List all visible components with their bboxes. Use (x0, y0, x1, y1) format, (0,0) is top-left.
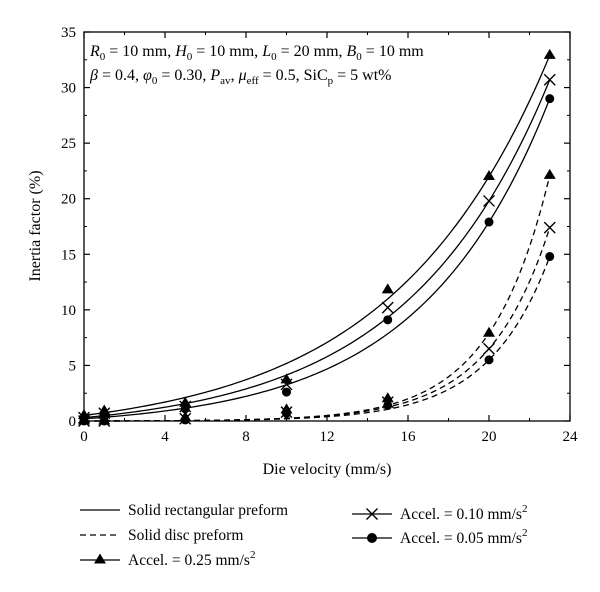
x-marker (280, 378, 293, 391)
x-marker (483, 342, 495, 355)
circle-marker (180, 404, 190, 414)
legend-label-x: Accel. = 0.10 mm/s2 (400, 503, 527, 523)
plot-frame (83, 31, 571, 422)
circle-marker (79, 416, 89, 426)
x-axis-title: Die velocity (mm/s) (263, 461, 392, 478)
triangle-marker (483, 326, 495, 337)
axis-tick-labels: 0 4 8 12 16 20 24 0 5 10 15 20 25 30 35 (61, 25, 578, 445)
series-curve-5 (83, 256, 551, 422)
triangle-marker (543, 48, 556, 59)
circle-marker (282, 387, 291, 397)
x-marker (543, 73, 556, 86)
circle-marker (545, 252, 555, 262)
triangle-marker (280, 373, 293, 384)
x-tick-label: 20 (482, 429, 497, 445)
annotation-line-1: R0 = 10 mm, H0 = 10 mm, L0 = 20 mm, B0 =… (89, 43, 424, 63)
circle-marker (383, 400, 393, 410)
circle-marker (282, 408, 291, 418)
legend-item-solid: Solid rectangular preform (80, 502, 288, 519)
series-markers (78, 48, 556, 427)
x-tick-label: 16 (401, 429, 417, 445)
x-marker (543, 221, 556, 234)
y-tick-label: 35 (61, 25, 76, 41)
circle-marker (545, 94, 555, 104)
y-axis-title: Inertia factor (%) (27, 170, 44, 281)
y-tick-label: 25 (61, 136, 76, 152)
legend-item-dashed: Solid disc preform (80, 527, 243, 544)
y-tick-label: 0 (69, 414, 77, 430)
legend-label-triangle: Accel. = 0.25 mm/s2 (128, 549, 255, 569)
x-tick-label: 4 (161, 429, 169, 445)
series-curve-3 (83, 175, 551, 422)
x-marker (381, 301, 394, 314)
y-tick-label: 15 (61, 247, 76, 263)
series-curve-4 (83, 227, 551, 422)
legend-label-dashed: Solid disc preform (128, 527, 243, 544)
legend: Solid rectangular preform Solid disc pre… (80, 502, 527, 569)
series-curve-1 (83, 79, 551, 419)
y-tick-label: 5 (69, 358, 77, 374)
series-curve-2 (83, 98, 551, 420)
triangle-marker (543, 168, 556, 179)
triangle-marker (483, 169, 495, 180)
series-curves (83, 55, 551, 422)
legend-item-x: Accel. = 0.10 mm/s2 (352, 503, 527, 523)
circle-marker (484, 355, 494, 365)
legend-item-triangle: Accel. = 0.25 mm/s2 (80, 549, 255, 569)
y-tick-label: 20 (61, 192, 76, 208)
axis-ticks (83, 31, 571, 422)
legend-label-solid: Solid rectangular preform (128, 502, 288, 519)
triangle-marker (98, 404, 111, 415)
x-tick-label: 8 (242, 429, 250, 445)
x-tick-label: 12 (320, 429, 335, 445)
x-marker (483, 194, 495, 207)
y-tick-label: 30 (61, 81, 76, 97)
x-tick-label: 24 (563, 429, 579, 445)
legend-item-circle: Accel. = 0.05 mm/s2 (352, 527, 527, 547)
annotation-line-2: β = 0.4, φ0 = 0.30, Pav, μeff = 0.5, SiC… (89, 67, 392, 87)
circle-marker (180, 415, 190, 425)
circle-marker (383, 315, 393, 325)
legend-label-circle: Accel. = 0.05 mm/s2 (400, 527, 527, 547)
circle-marker (99, 416, 109, 426)
legend-triangle-marker (94, 553, 106, 564)
series-curve-0 (83, 55, 551, 417)
y-tick-label: 10 (61, 303, 76, 319)
x-tick-label: 0 (80, 429, 88, 445)
legend-x-marker (366, 508, 378, 520)
circle-marker (484, 217, 494, 227)
triangle-marker (381, 283, 394, 294)
legend-circle-marker (367, 533, 377, 543)
